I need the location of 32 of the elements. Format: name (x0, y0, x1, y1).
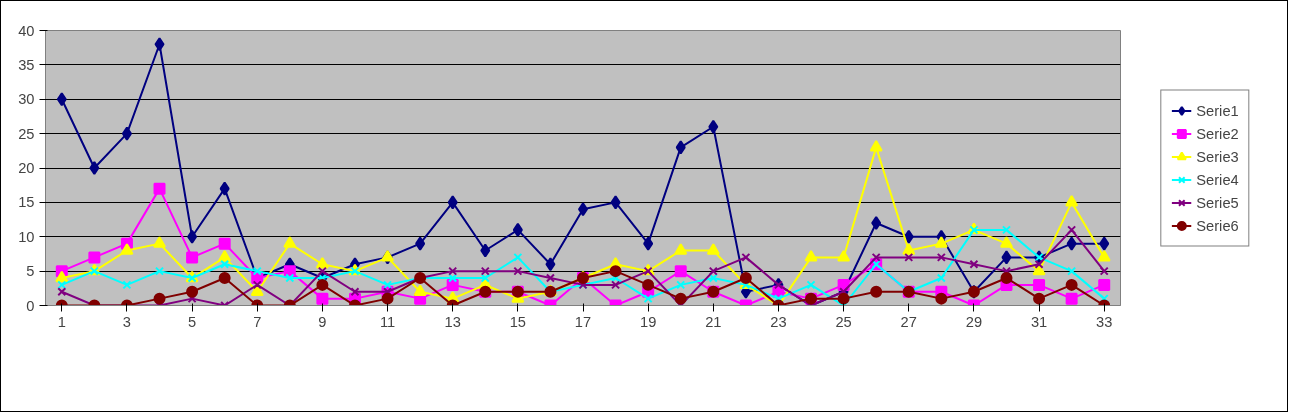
x-tick-label: 33 (1096, 313, 1113, 330)
y-tick-label: 10 (18, 228, 35, 245)
x-tick-label: 25 (835, 313, 852, 330)
x-tick-label: 23 (770, 313, 787, 330)
x-tick-label: 3 (122, 313, 132, 330)
x-tick-label: 19 (640, 313, 657, 330)
x-tick-label: 13 (444, 313, 461, 330)
x-tick-label: 7 (253, 313, 262, 330)
y-tick-label: 20 (18, 160, 35, 176)
x-tick-label: 27 (900, 313, 917, 330)
x-tick-label: 1 (57, 313, 66, 330)
legend-label: Serie2 (1196, 125, 1239, 141)
x-tick-label: 21 (705, 313, 722, 330)
x-tick-label: 31 (1030, 313, 1048, 330)
y-tick-label: 0 (26, 297, 35, 314)
legend-label: Serie4 (1196, 171, 1239, 187)
y-tick-label: 15 (18, 194, 35, 211)
x-tick-label: 9 (318, 313, 327, 330)
x-tick-label: 15 (509, 313, 527, 330)
legend-label: Serie6 (1196, 217, 1239, 233)
y-tick-label: 25 (18, 125, 35, 142)
x-tick-label: 5 (188, 313, 197, 330)
x-tick-label: 11 (379, 313, 396, 330)
y-tick-label: 35 (18, 56, 35, 73)
y-tick-label: 30 (18, 91, 35, 108)
y-tick-label: 40 (18, 22, 35, 39)
legend-label: Serie5 (1196, 194, 1239, 210)
legend-label: Serie1 (1196, 102, 1239, 118)
y-tick-label: 5 (26, 263, 35, 280)
legend-label: Serie3 (1196, 148, 1239, 164)
x-tick-label: 29 (965, 313, 983, 330)
x-tick-label: 17 (574, 313, 592, 330)
